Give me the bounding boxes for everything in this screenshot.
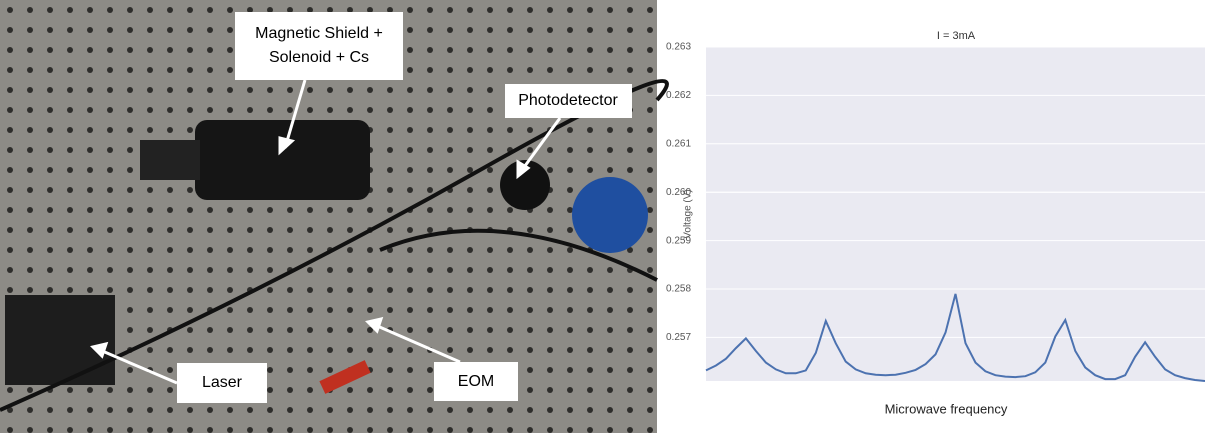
mount — [140, 140, 200, 180]
y-tick-label: 0.258 — [666, 284, 691, 295]
arrows — [90, 79, 562, 385]
cable — [0, 79, 669, 412]
y-axis-label: Voltage (V) — [683, 189, 694, 238]
data-line — [705, 293, 1205, 382]
photo-label: EOM — [458, 373, 494, 390]
shield-cylinder — [195, 120, 370, 200]
x-axis-label: Microwave frequency — [885, 401, 1008, 416]
y-tick-label: 0.263 — [666, 42, 691, 53]
laser-box — [5, 295, 115, 385]
photo-label: Photodetector — [518, 92, 618, 109]
fiber-spool — [572, 177, 648, 253]
y-tick-label: 0.260 — [666, 187, 691, 198]
y-tick-label: 0.261 — [666, 138, 691, 149]
chart-title: I = 3mA — [937, 30, 976, 42]
y-tick-label: 0.257 — [666, 332, 691, 343]
label-box — [177, 363, 267, 403]
photodetector-mount — [500, 160, 550, 210]
photo-label: Solenoid + Cs — [269, 49, 369, 66]
label-box — [505, 84, 632, 118]
eom-body — [319, 360, 371, 394]
chart: I = 3mA Microwave frequency Voltage (V) … — [666, 30, 1205, 416]
y-tick-label: 0.259 — [666, 235, 691, 246]
photo-label: Laser — [202, 374, 243, 391]
y-tick-label: 0.262 — [666, 90, 691, 101]
label-box — [235, 12, 403, 80]
label-box — [434, 362, 518, 401]
photo: Magnetic Shield + Solenoid + Cs Photodet… — [0, 0, 669, 433]
cable — [379, 228, 658, 282]
plot-background — [706, 47, 1205, 381]
photo-label: Magnetic Shield + — [255, 25, 383, 42]
